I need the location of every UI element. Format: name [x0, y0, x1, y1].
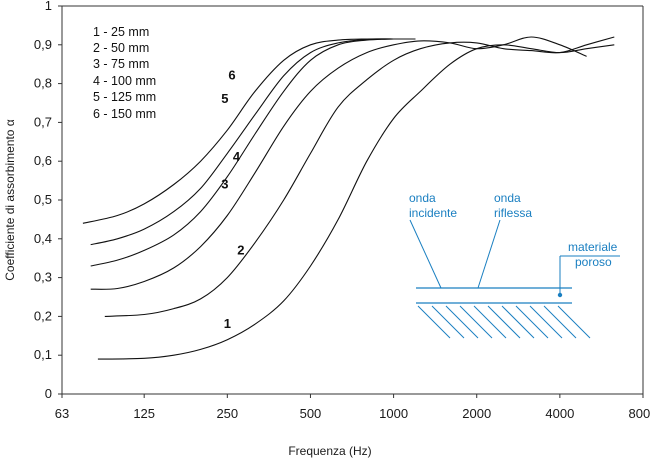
x-tick-label: 8000 [629, 406, 650, 421]
curve-label-4: 4 [233, 149, 241, 164]
legend-entry-5: 5 - 125 mm [93, 90, 156, 104]
y-tick-label: 0,7 [34, 114, 52, 129]
inset-diagram: onda incidente onda riflessa materiale p… [402, 180, 632, 348]
inset-label-incidente: incidente [409, 206, 457, 220]
inset-label-poroso: poroso [575, 255, 612, 269]
curve-label-5: 5 [221, 91, 228, 106]
legend-entry-2: 2 - 50 mm [93, 41, 149, 55]
hatch-line [445, 305, 479, 339]
curve-label-1: 1 [224, 316, 231, 331]
x-axis-title: Frequenza (Hz) [288, 444, 371, 458]
inset-leader-dot [557, 292, 563, 298]
hatch-line [431, 305, 465, 339]
legend-entry-3: 3 - 75 mm [93, 57, 149, 71]
y-tick-label: 0,8 [34, 76, 52, 91]
y-tick-label: 0,1 [34, 347, 52, 362]
hatch-line [557, 305, 591, 339]
x-tick-label: 1000 [379, 406, 408, 421]
inset-label-riflessa: riflessa [494, 206, 532, 220]
series-line-4 [90, 38, 394, 267]
curve-label-6: 6 [228, 68, 235, 83]
y-tick-label: 0,4 [34, 231, 52, 246]
x-tick-label: 250 [216, 406, 238, 421]
curve-label-2: 2 [237, 242, 244, 257]
curve-label-3: 3 [221, 176, 228, 191]
inset-label-materiale: materiale [568, 240, 618, 254]
inset-background [402, 180, 632, 348]
y-tick-label: 0,6 [34, 153, 52, 168]
incident-wave-line [409, 219, 442, 289]
x-tick-label: 125 [133, 406, 155, 421]
y-tick-label: 1 [45, 0, 52, 13]
series-line-5 [90, 38, 394, 246]
x-tick-label: 2000 [462, 406, 491, 421]
series-line-1 [97, 44, 615, 360]
hatch-line [487, 305, 521, 339]
x-axis-ticks: 63 125 250 500 1000 2000 4000 8000 [55, 394, 650, 421]
legend-entry-6: 6 - 150 mm [93, 107, 156, 121]
y-axis-ticks: 0 0,1 0,2 0,3 0,4 0,5 0,6 0,7 0,8 0,9 1 [34, 0, 62, 401]
hatch-line [529, 305, 563, 339]
hatch-line [459, 305, 493, 339]
material-hatching [417, 305, 591, 339]
hatch-line [515, 305, 549, 339]
inset-label-onda-1: onda [409, 191, 436, 205]
series-line-2 [104, 36, 615, 317]
y-tick-label: 0,9 [34, 37, 52, 52]
legend-box [78, 22, 183, 128]
y-tick-label: 0,3 [34, 270, 52, 285]
hatch-line [501, 305, 535, 339]
inset-label-onda-2: onda [494, 191, 521, 205]
x-tick-label: 500 [300, 406, 322, 421]
y-axis-title: Coefficiente di assorbimento α [3, 119, 17, 281]
y-tick-label: 0,2 [34, 308, 52, 323]
x-tick-label: 4000 [545, 406, 574, 421]
legend-entry-4: 4 - 100 mm [93, 74, 156, 88]
y-tick-label: 0,5 [34, 192, 52, 207]
series-line-6 [82, 38, 416, 224]
series-line-3 [90, 36, 587, 290]
hatch-line [543, 305, 577, 339]
legend-entry-1: 1 - 25 mm [93, 25, 149, 39]
x-tick-label: 63 [55, 406, 69, 421]
hatch-line [473, 305, 507, 339]
legend: 1 - 25 mm 2 - 50 mm 3 - 75 mm 4 - 100 mm… [78, 22, 183, 128]
series-layer [82, 36, 615, 360]
y-tick-label: 0 [45, 386, 52, 401]
hatch-line [417, 305, 451, 339]
reflected-wave-line [477, 219, 501, 289]
